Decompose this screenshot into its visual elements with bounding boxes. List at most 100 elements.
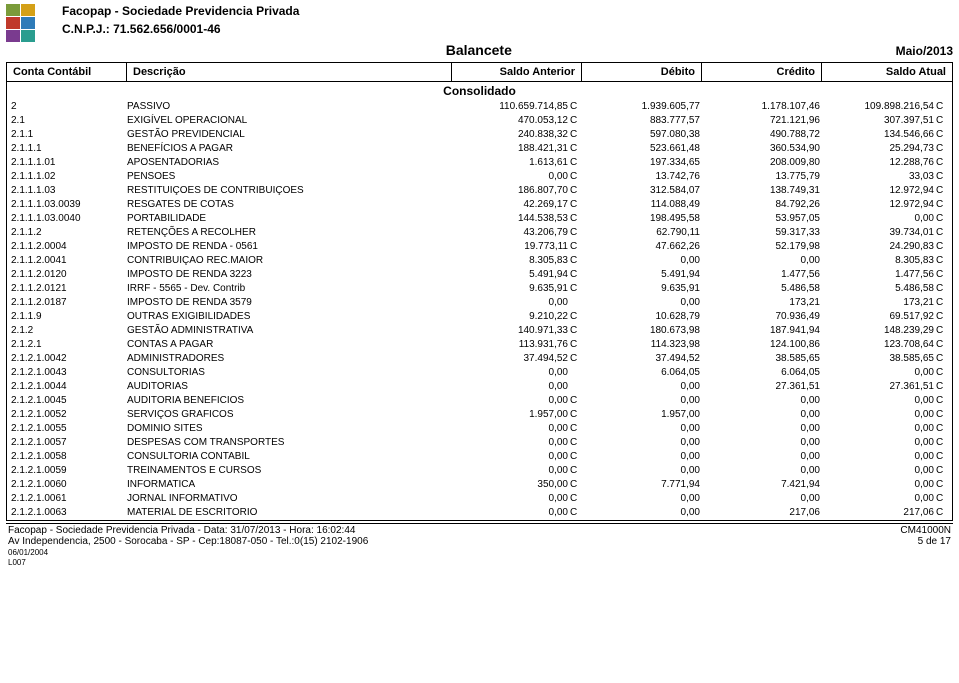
cell-saldo-anterior: 8.305,83C bbox=[452, 254, 582, 268]
table-row: 2.1.1.1.02PENSOES0,00C13.742,7613.775,79… bbox=[7, 170, 952, 184]
cell-conta: 2.1.2.1.0042 bbox=[7, 352, 127, 366]
cell-saldo-anterior: 19.773,11C bbox=[452, 240, 582, 254]
cell-saldo-anterior: 0,00 bbox=[452, 296, 582, 310]
table-row: 2.1.1.2.0187IMPOSTO DE RENDA 35790,000,0… bbox=[7, 296, 952, 310]
cell-credito: 53.957,05 bbox=[702, 212, 822, 226]
cell-conta: 2.1.2 bbox=[7, 324, 127, 338]
cell-saldo-anterior: 0,00 bbox=[452, 380, 582, 394]
col-header-conta: Conta Contábil bbox=[7, 63, 127, 81]
cell-conta: 2.1.1.1.01 bbox=[7, 156, 127, 170]
cell-saldo-atual: 69.517,92C bbox=[822, 310, 952, 324]
cell-debito: 62.790,11 bbox=[582, 226, 702, 240]
cell-descricao: IMPOSTO DE RENDA 3223 bbox=[127, 268, 452, 282]
cell-credito: 173,21 bbox=[702, 296, 822, 310]
title-row: Balancete Maio/2013 bbox=[6, 42, 953, 58]
cell-debito: 0,00 bbox=[582, 254, 702, 268]
table-row: 2.1.2.1.0045AUDITORIA BENEFICIOS0,00C0,0… bbox=[7, 394, 952, 408]
cell-credito: 13.775,79 bbox=[702, 170, 822, 184]
table-row: 2PASSIVO110.659.714,85C1.939.605,771.178… bbox=[7, 100, 952, 114]
table-row: 2.1.1.2.0121IRRF - 5565 - Dev. Contrib9.… bbox=[7, 282, 952, 296]
cell-conta: 2.1.1.1 bbox=[7, 142, 127, 156]
cell-conta: 2.1.1.2.0121 bbox=[7, 282, 127, 296]
cell-saldo-anterior: 0,00 bbox=[452, 366, 582, 380]
cell-saldo-atual: 5.486,58C bbox=[822, 282, 952, 296]
cell-debito: 1.957,00 bbox=[582, 408, 702, 422]
col-header-debito: Débito bbox=[582, 63, 702, 81]
cell-debito: 198.495,58 bbox=[582, 212, 702, 226]
cell-credito: 38.585,65 bbox=[702, 352, 822, 366]
cell-saldo-atual: 12.288,76C bbox=[822, 156, 952, 170]
cell-conta: 2.1.1 bbox=[7, 128, 127, 142]
cell-saldo-anterior: 0,00C bbox=[452, 506, 582, 520]
col-header-descricao: Descrição bbox=[127, 63, 452, 81]
col-header-credito: Crédito bbox=[702, 63, 822, 81]
cell-debito: 0,00 bbox=[582, 506, 702, 520]
footer-small-2: L007 bbox=[6, 558, 953, 567]
cell-saldo-atual: 27.361,51C bbox=[822, 380, 952, 394]
cell-saldo-atual: 0,00C bbox=[822, 436, 952, 450]
table-row: 2.1.2.1.0058CONSULTORIA CONTABIL0,00C0,0… bbox=[7, 450, 952, 464]
table-row: 2.1.2GESTÃO ADMINISTRATIVA140.971,33C180… bbox=[7, 324, 952, 338]
cell-conta: 2.1.2.1.0058 bbox=[7, 450, 127, 464]
cell-descricao: JORNAL INFORMATIVO bbox=[127, 492, 452, 506]
subheader-consolidado: Consolidado bbox=[7, 82, 952, 100]
cell-debito: 0,00 bbox=[582, 380, 702, 394]
cell-credito: 360.534,90 bbox=[702, 142, 822, 156]
table-row: 2.1.1.1.01APOSENTADORIAS1.613,61C197.334… bbox=[7, 156, 952, 170]
footer-line2-right: 5 de 17 bbox=[900, 536, 951, 547]
table-row: 2.1.1.9OUTRAS EXIGIBILIDADES9.210,22C10.… bbox=[7, 310, 952, 324]
cell-saldo-anterior: 470.053,12C bbox=[452, 114, 582, 128]
cell-credito: 187.941,94 bbox=[702, 324, 822, 338]
cell-conta: 2.1.1.2.0004 bbox=[7, 240, 127, 254]
cell-conta: 2.1.2.1 bbox=[7, 338, 127, 352]
report-title: Balancete bbox=[62, 42, 896, 58]
cell-credito: 0,00 bbox=[702, 450, 822, 464]
cell-debito: 0,00 bbox=[582, 492, 702, 506]
cell-descricao: CONSULTORIAS bbox=[127, 366, 452, 380]
cell-credito: 59.317,33 bbox=[702, 226, 822, 240]
cell-debito: 10.628,79 bbox=[582, 310, 702, 324]
cell-descricao: APOSENTADORIAS bbox=[127, 156, 452, 170]
footer: Facopap - Sociedade Previdencia Privada … bbox=[6, 523, 953, 547]
cell-credito: 0,00 bbox=[702, 408, 822, 422]
cell-descricao: BENEFÍCIOS A PAGAR bbox=[127, 142, 452, 156]
table-body: Consolidado 2PASSIVO110.659.714,85C1.939… bbox=[6, 82, 953, 521]
cnpj-label: C.N.P.J.: 71.562.656/0001-46 bbox=[62, 22, 299, 36]
cell-saldo-atual: 0,00C bbox=[822, 366, 952, 380]
org-name: Facopap - Sociedade Previdencia Privada bbox=[62, 4, 299, 18]
cell-conta: 2.1.2.1.0060 bbox=[7, 478, 127, 492]
table-row: 2.1.1.1BENEFÍCIOS A PAGAR188.421,31C523.… bbox=[7, 142, 952, 156]
cell-debito: 5.491,94 bbox=[582, 268, 702, 282]
table-row: 2.1.2.1.0063MATERIAL DE ESCRITORIO0,00C0… bbox=[7, 506, 952, 520]
cell-credito: 721.121,96 bbox=[702, 114, 822, 128]
table-row: 2.1.2.1.0060INFORMATICA350,00C7.771,947.… bbox=[7, 478, 952, 492]
cell-descricao: RETENÇÕES A RECOLHER bbox=[127, 226, 452, 240]
cell-descricao: EXIGÍVEL OPERACIONAL bbox=[127, 114, 452, 128]
cell-saldo-anterior: 144.538,53C bbox=[452, 212, 582, 226]
cell-conta: 2.1.2.1.0045 bbox=[7, 394, 127, 408]
cell-conta: 2.1.1.2 bbox=[7, 226, 127, 240]
table-row: 2.1.1GESTÃO PREVIDENCIAL240.838,32C597.0… bbox=[7, 128, 952, 142]
cell-descricao: CONTRIBUIÇAO REC.MAIOR bbox=[127, 254, 452, 268]
cell-saldo-atual: 0,00C bbox=[822, 408, 952, 422]
cell-descricao: ADMINISTRADORES bbox=[127, 352, 452, 366]
cell-debito: 0,00 bbox=[582, 422, 702, 436]
table-row: 2.1.2.1.0061JORNAL INFORMATIVO0,00C0,000… bbox=[7, 492, 952, 506]
cell-credito: 0,00 bbox=[702, 422, 822, 436]
footer-line1-left: Facopap - Sociedade Previdencia Privada … bbox=[8, 525, 368, 536]
cell-saldo-atual: 134.546,66C bbox=[822, 128, 952, 142]
header: Facopap - Sociedade Previdencia Privada … bbox=[6, 4, 953, 40]
cell-debito: 114.088,49 bbox=[582, 198, 702, 212]
table-row: 2.1.1.1.03.0039RESGATES DE COTAS42.269,1… bbox=[7, 198, 952, 212]
cell-descricao: AUDITORIAS bbox=[127, 380, 452, 394]
cell-saldo-atual: 0,00C bbox=[822, 478, 952, 492]
cell-conta: 2.1.2.1.0044 bbox=[7, 380, 127, 394]
cell-saldo-anterior: 240.838,32C bbox=[452, 128, 582, 142]
cell-credito: 0,00 bbox=[702, 492, 822, 506]
footer-small-1: 06/01/2004 bbox=[6, 548, 953, 557]
cell-saldo-anterior: 0,00C bbox=[452, 422, 582, 436]
footer-right: CM41000N 5 de 17 bbox=[900, 525, 951, 547]
cell-credito: 27.361,51 bbox=[702, 380, 822, 394]
cell-descricao: INFORMATICA bbox=[127, 478, 452, 492]
cell-saldo-atual: 12.972,94C bbox=[822, 198, 952, 212]
